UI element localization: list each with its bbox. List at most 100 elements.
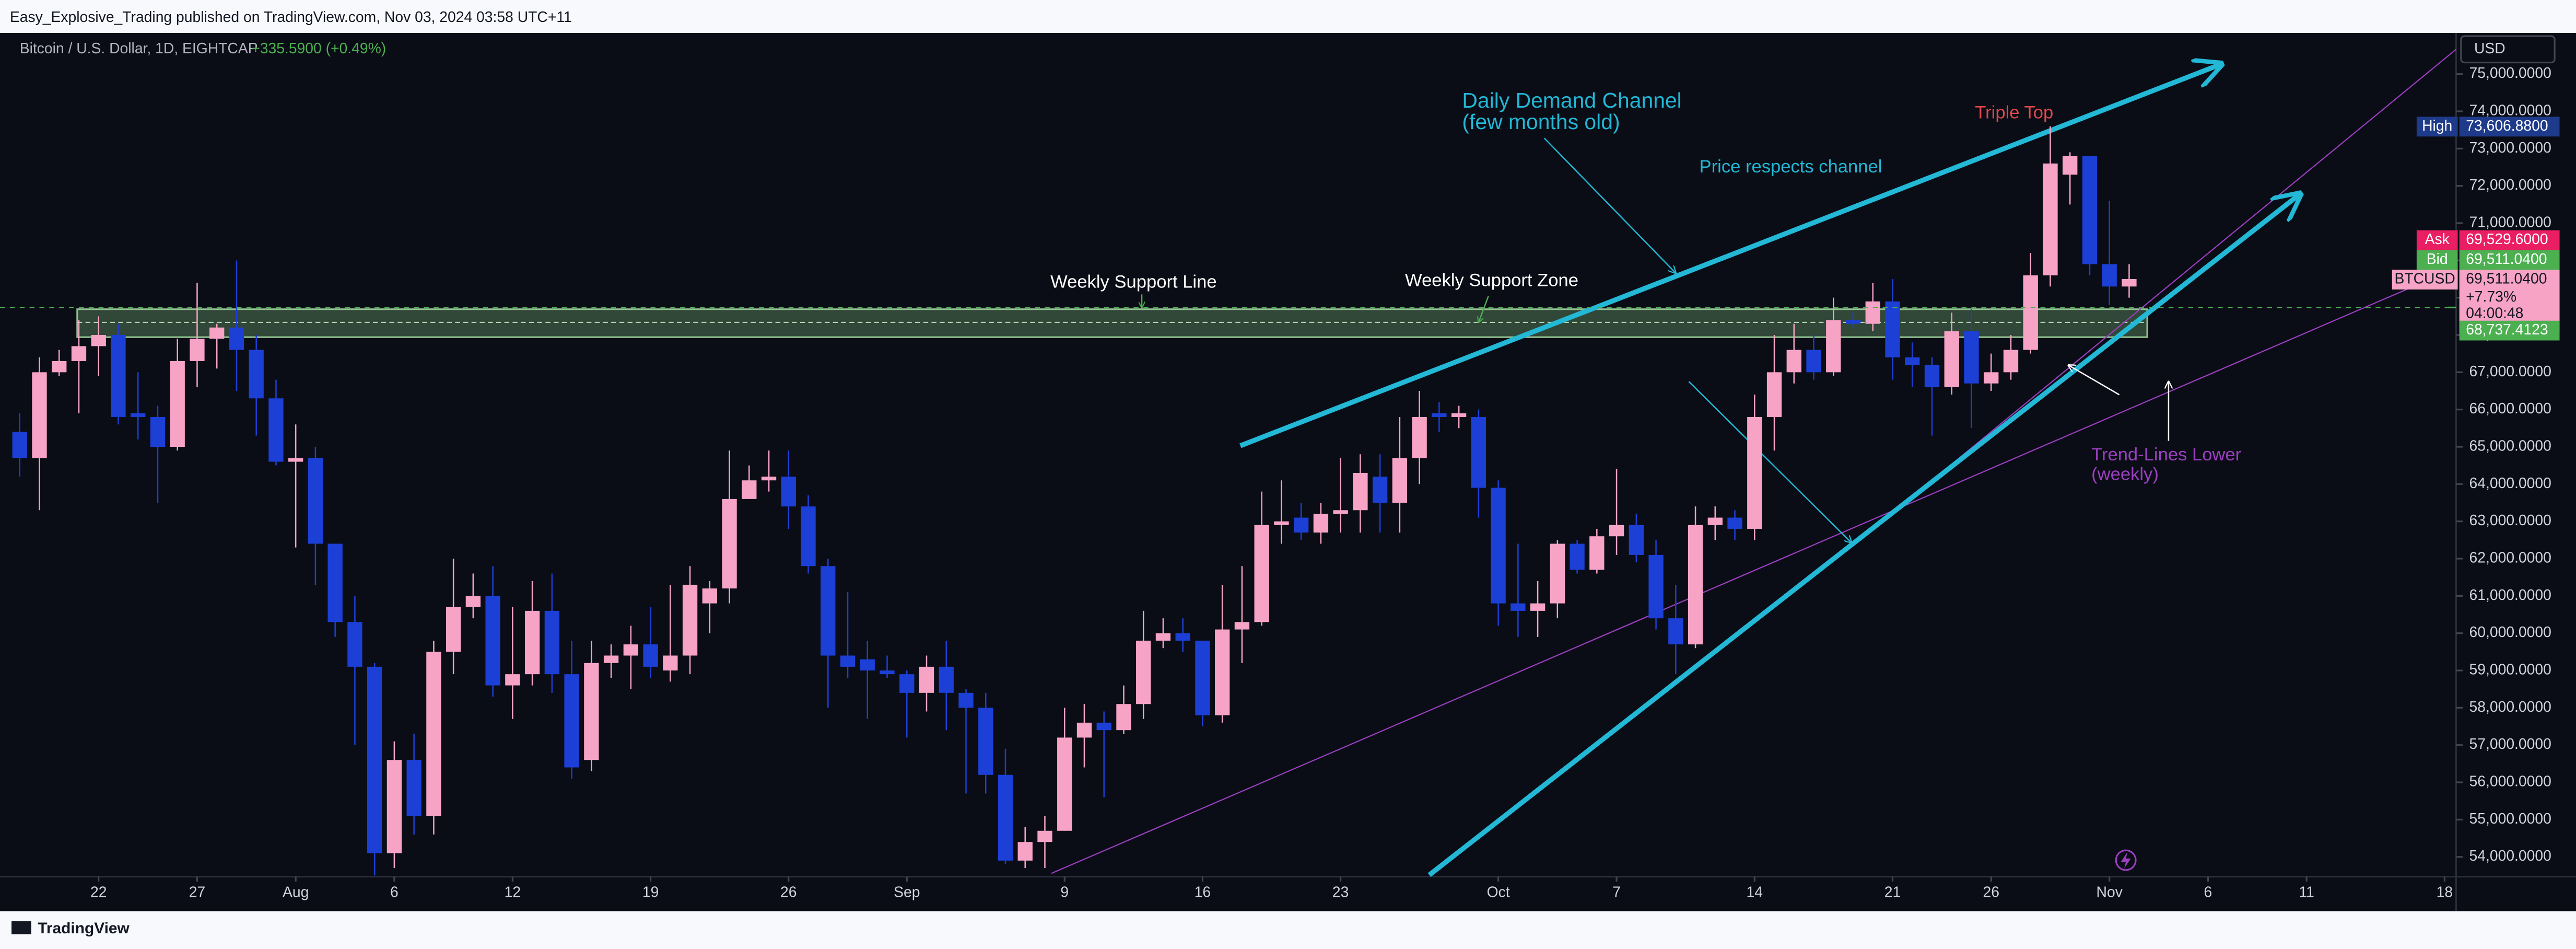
candle-body <box>1076 722 1092 738</box>
candle-body <box>939 666 954 693</box>
candle-body <box>426 652 441 816</box>
candle-body <box>958 692 974 708</box>
price-marker-name: High <box>2422 117 2452 134</box>
candle-body <box>899 674 915 693</box>
x-tick-label: Sep <box>894 883 920 900</box>
candle-body <box>584 663 599 760</box>
candle-body <box>1392 458 1408 503</box>
candle-body <box>781 477 796 507</box>
candle-body <box>1057 737 1072 831</box>
x-tick-label: 12 <box>505 883 521 900</box>
y-tick-label: 58,000.0000 <box>2469 698 2551 715</box>
footer-bar <box>0 911 2576 949</box>
candle-body <box>1294 517 1309 533</box>
candle-body <box>1313 514 1329 533</box>
support-zone <box>76 308 2148 338</box>
candle-body <box>387 760 402 853</box>
candle-body <box>1747 416 1762 529</box>
candle-body <box>1116 704 1131 731</box>
candle-body <box>485 596 500 686</box>
y-tick-label: 74,000.0000 <box>2469 101 2551 118</box>
candle-body <box>2122 279 2137 287</box>
candle-body <box>2023 275 2038 350</box>
candle-body <box>229 327 244 350</box>
candle-body <box>682 584 698 656</box>
y-tick-label: 72,000.0000 <box>2469 176 2551 193</box>
y-tick-label: 59,000.0000 <box>2469 661 2551 678</box>
x-tick-label: 6 <box>390 883 399 900</box>
candle-body <box>1609 525 1624 537</box>
currency-label: USD <box>2474 40 2505 56</box>
candle-body <box>406 760 421 816</box>
candle-body <box>2082 156 2098 264</box>
candle-body <box>190 339 205 361</box>
candle-body <box>623 644 638 656</box>
price-marker-value: 69,511.0400 <box>2466 270 2547 287</box>
price-marker-box <box>2459 117 2560 137</box>
callout-arrow <box>1479 296 1489 322</box>
x-tick-label: 23 <box>1332 883 1349 900</box>
y-tick-label: 65,000.0000 <box>2469 437 2551 454</box>
candle-body <box>978 708 993 775</box>
candle-body <box>1136 640 1151 704</box>
candle-body <box>1845 320 1861 324</box>
callout-arrow <box>2068 365 2120 396</box>
footer-text: TradingView <box>38 920 130 937</box>
candle-body <box>1589 536 1605 570</box>
candle-body <box>1964 331 1979 384</box>
annotation: Daily Demand Channel <box>1462 88 1681 112</box>
candle-body <box>1786 350 1801 373</box>
candle-body <box>1432 413 1447 417</box>
candle-body <box>1826 320 1841 373</box>
candle-body <box>1412 416 1427 458</box>
candle-body <box>327 543 343 622</box>
candle-body <box>1234 622 1250 630</box>
candle-body <box>1096 722 1111 731</box>
y-tick-label: 63,000.0000 <box>2469 512 2551 528</box>
candle-body <box>91 335 106 346</box>
candle-body <box>919 666 934 693</box>
candle-body <box>1530 603 1545 611</box>
candle-body <box>150 416 166 447</box>
y-tick-label: 67,000.0000 <box>2469 363 2551 379</box>
candle-body <box>663 655 678 671</box>
price-marker-name: BTCUSD <box>2394 270 2455 287</box>
x-tick-label: 21 <box>1884 883 1901 900</box>
price-marker-value: 68,737.4123 <box>2466 321 2548 338</box>
candle-body <box>446 607 461 652</box>
candle-body <box>52 361 67 373</box>
candle-body <box>524 610 540 675</box>
price-marker-name-box <box>2416 117 2458 137</box>
legend-change: +335.5900 (+0.49%) <box>251 40 386 56</box>
x-tick-label: Aug <box>283 883 309 900</box>
candle-body <box>1648 554 1664 619</box>
candle-body <box>1333 510 1348 514</box>
trend-line <box>1051 268 2456 874</box>
currency-box[interactable] <box>2460 35 2556 64</box>
candle-body <box>603 655 619 663</box>
x-tick-label: 11 <box>2299 883 2314 900</box>
candle-body <box>1254 525 1269 622</box>
price-marker-box <box>2459 320 2560 341</box>
candle-body <box>308 458 323 544</box>
candle-body <box>761 477 777 481</box>
candle-body <box>1984 372 1999 384</box>
candle-body <box>880 670 895 675</box>
candle-body <box>1037 830 1052 842</box>
candle-body <box>1905 357 1920 365</box>
candle-body <box>71 346 87 361</box>
x-tick-label: 27 <box>189 883 205 900</box>
x-tick-label: Nov <box>2097 883 2123 900</box>
y-tick-label: 73,000.0000 <box>2469 139 2551 156</box>
candle-body <box>564 674 579 768</box>
candle-body <box>860 659 875 671</box>
candle-body <box>1175 633 1190 641</box>
logo <box>11 921 31 934</box>
candle-body <box>12 432 27 458</box>
candle-body <box>1885 301 1900 357</box>
y-tick-label: 54,000.0000 <box>2469 847 2551 864</box>
event-icon[interactable] <box>2115 849 2137 871</box>
candle-body <box>505 674 520 686</box>
x-tick-label: 9 <box>1060 883 1069 900</box>
